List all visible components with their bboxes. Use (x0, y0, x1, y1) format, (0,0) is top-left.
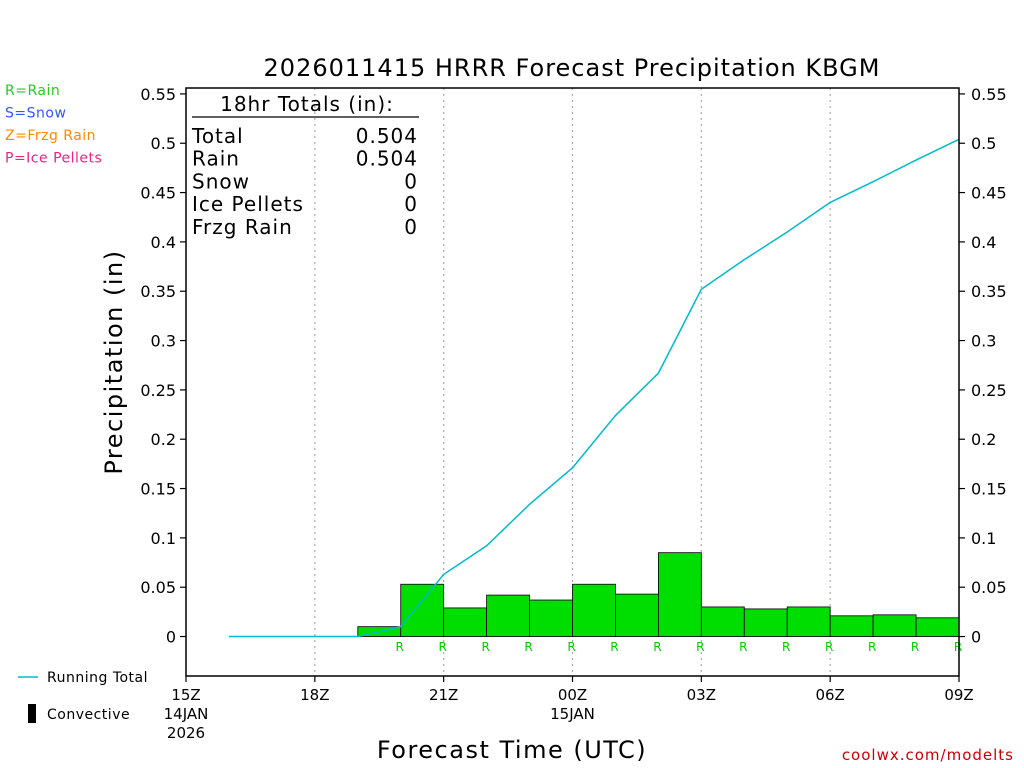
x-axis-title: Forecast Time (UTC) (377, 736, 647, 764)
totals-label-2: Snow (192, 169, 250, 193)
credit-text: coolwx.com/modelts (842, 746, 1014, 764)
ptype-label-10: R (825, 640, 833, 654)
x-tick-label-4-0: 03Z (687, 686, 716, 704)
bar-1 (400, 583, 445, 637)
totals-rows: Total 0.504 Rain 0.504 Snow 0 Ice Pellets 0 Frzg… (191, 124, 418, 239)
ptype-label-3: R (524, 640, 532, 654)
y-tick-label-right-8: 0.4 (971, 233, 996, 252)
y-tick-label-left-6: 0.3 (151, 332, 176, 351)
totals-label-4: Frzg Rain (192, 215, 293, 239)
bar-5 (572, 583, 616, 637)
bar-3 (486, 594, 530, 637)
x-tick-label-0-1: 14JAN (164, 705, 209, 723)
y-tick-label-right-1: 0.05 (971, 578, 1007, 597)
x-tick-label-3-0: 00Z (558, 686, 587, 704)
totals-value-4: 0 (404, 215, 418, 239)
running-total-legend-label: Running Total (47, 670, 148, 686)
y-tick-label-left-4: 0.2 (151, 430, 176, 449)
x-tick-label-1-0: 18Z (300, 686, 329, 704)
y-tick-label-right-11: 0.55 (971, 85, 1007, 104)
y-tick-label-right-2: 0.1 (971, 529, 996, 548)
y-tick-label-left-3: 0.15 (140, 480, 176, 499)
y-tick-label-right-3: 0.15 (971, 480, 1007, 499)
ptype-label-12: R (911, 640, 919, 654)
x-tick-label-3-1: 15JAN (550, 705, 595, 723)
y-tick-label-left-10: 0.5 (151, 134, 176, 153)
chart-title: 2026011415 HRRR Forecast Precipitation K… (264, 54, 881, 82)
bar-12 (872, 614, 917, 637)
line-legend: Running Total Convective (18, 670, 148, 723)
ptype-label-13: R (954, 640, 962, 654)
y-tick-label-right-4: 0.2 (971, 430, 996, 449)
x-tick-label-0-2: 2026 (167, 724, 205, 742)
y-tick-label-right-10: 0.5 (971, 134, 996, 153)
y-axis-left: 0 0.05 0.1 0.15 0.2 0.25 0.3 0.35 0.4 0.45 0.5 0.55 (140, 85, 186, 647)
ptype-label-4: R (567, 640, 575, 654)
grid-lines (314, 88, 831, 676)
bar-8 (700, 606, 745, 637)
bar-10 (786, 606, 831, 637)
ptype-label-11: R (868, 640, 876, 654)
totals-label-3: Ice Pellets (192, 192, 304, 216)
bar-11 (829, 615, 874, 637)
ptype-label-2: R (481, 640, 489, 654)
hourly-bars (228, 552, 960, 638)
bar-9 (743, 608, 788, 637)
y-tick-label-right-6: 0.3 (971, 332, 996, 351)
precip-type-legend: R=Rain S=Snow Z=Frzg Rain P=Ice Pellets (5, 83, 102, 167)
totals-value-2: 0 (404, 169, 418, 193)
y-tick-label-left-5: 0.25 (140, 381, 176, 400)
totals-label-1: Rain (192, 147, 240, 171)
y-axis-title: Precipitation (in) (100, 249, 128, 474)
y-tick-label-left-2: 0.1 (151, 529, 176, 548)
totals-heading: 18hr Totals (in): (220, 92, 394, 116)
totals-value-1: 0.504 (356, 147, 418, 171)
bar-6 (615, 593, 659, 637)
y-tick-label-right-5: 0.25 (971, 381, 1007, 400)
y-tick-label-left-11: 0.55 (140, 85, 176, 104)
x-tick-label-2-0: 21Z (429, 686, 458, 704)
bar-7 (657, 552, 702, 637)
legend-ptype-2: Z=Frzg Rain (5, 128, 96, 144)
ptype-label-8: R (739, 640, 747, 654)
totals-value-3: 0 (404, 192, 418, 216)
ptype-label-1: R (438, 640, 446, 654)
ptype-label-6: R (653, 640, 661, 654)
running-total-line (228, 138, 960, 638)
y-tick-label-left-9: 0.45 (140, 184, 176, 203)
ptype-label-5: R (610, 640, 618, 654)
y-tick-label-left-0: 0 (166, 628, 176, 647)
ptype-label-7: R (696, 640, 704, 654)
bar-2 (443, 607, 488, 637)
y-tick-label-right-9: 0.45 (971, 184, 1007, 203)
plot-area: R R R R R R R R R R R R R R 0 0.05 0.1 0.15 0.2 0.25 0.3 0.3… (140, 85, 1006, 742)
y-tick-label-left-1: 0.05 (140, 578, 176, 597)
y-tick-label-left-8: 0.4 (151, 233, 176, 252)
bar-13 (915, 617, 960, 637)
convective-legend-label: Convective (47, 707, 130, 723)
convective-swatch (28, 704, 36, 723)
x-tick-label-6-0: 09Z (944, 686, 973, 704)
legend-ptype-1: S=Snow (5, 106, 66, 122)
x-tick-label-5-0: 06Z (815, 686, 844, 704)
ptype-label-9: R (782, 640, 790, 654)
totals-value-0: 0.504 (356, 124, 418, 148)
y-tick-label-right-0: 0 (971, 628, 981, 647)
totals-box: 18hr Totals (in): Total 0.504 Rain 0.504 Sno… (191, 92, 419, 239)
legend-ptype-0: R=Rain (5, 83, 60, 99)
bar-4 (529, 599, 573, 637)
x-tick-label-0-0: 15Z (171, 686, 200, 704)
y-tick-label-right-7: 0.35 (971, 282, 1007, 301)
y-axis-right: 0 0.05 0.1 0.15 0.2 0.25 0.3 0.35 0.4 0.45 0.5 0.55 (959, 85, 1007, 647)
ptype-label-0: R (396, 640, 404, 654)
y-tick-label-left-7: 0.35 (140, 282, 176, 301)
legend-ptype-3: P=Ice Pellets (5, 151, 102, 167)
totals-label-0: Total (191, 124, 244, 148)
